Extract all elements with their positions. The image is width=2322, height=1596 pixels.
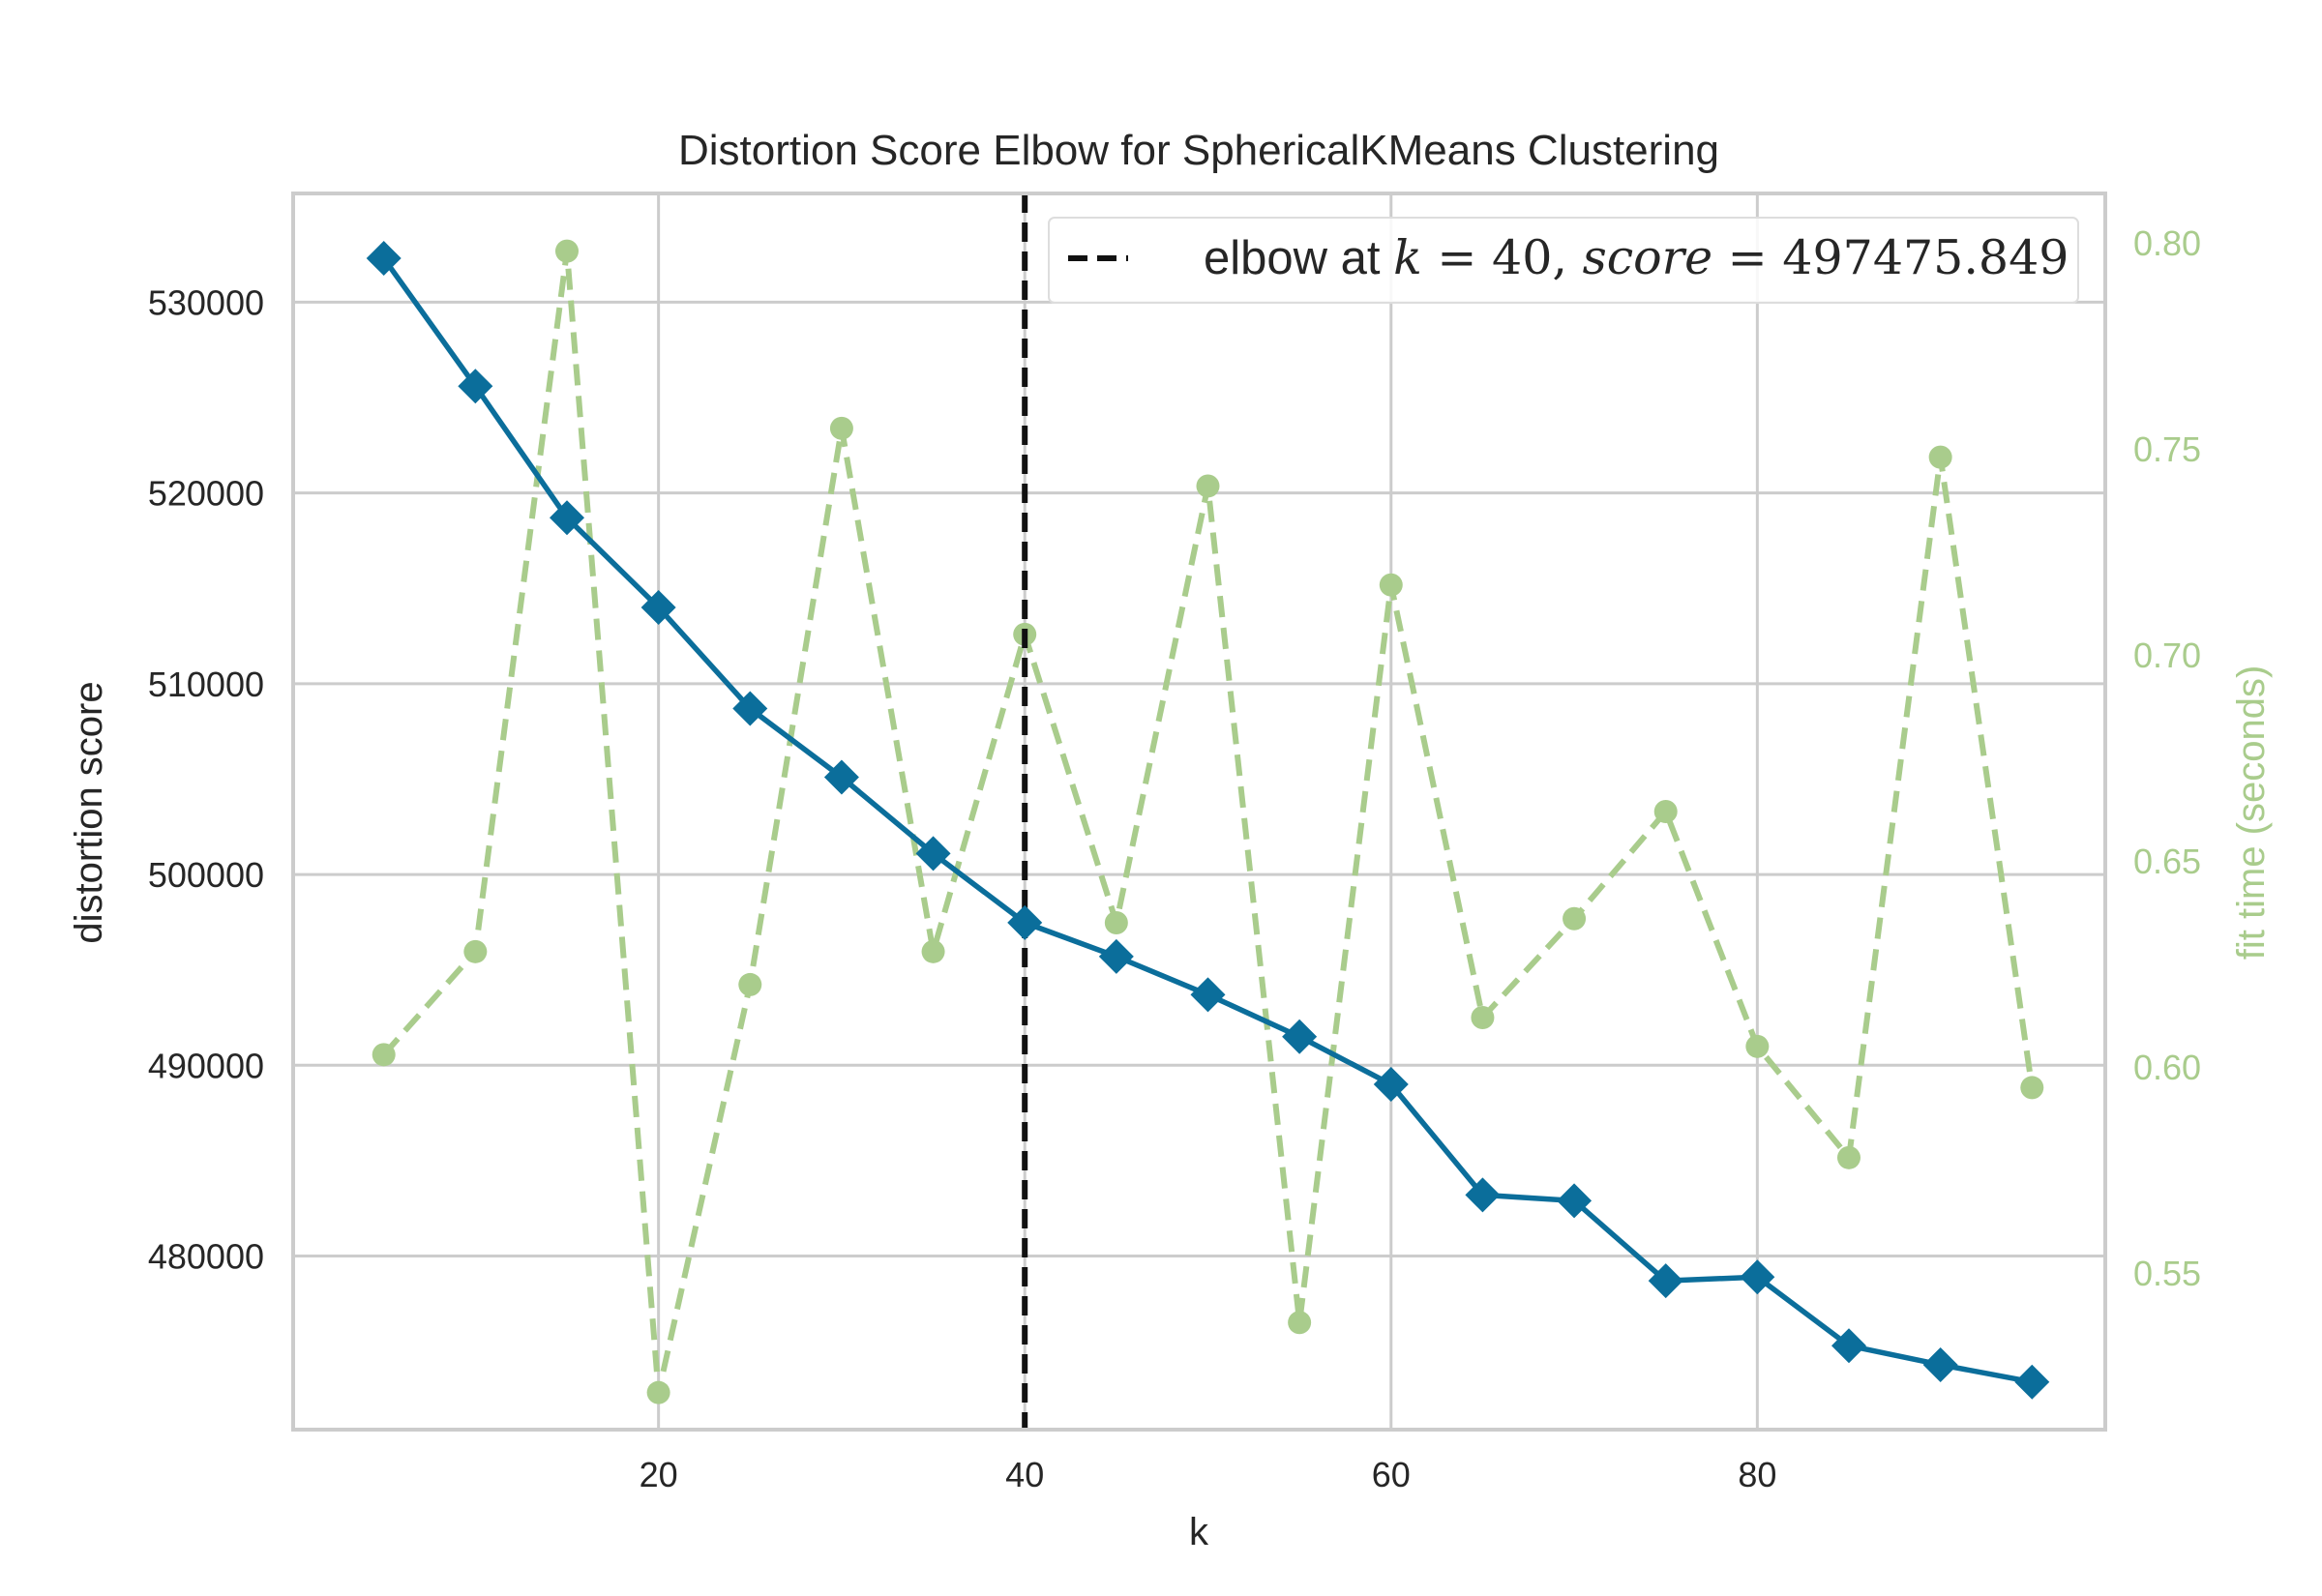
fit-time-point [2020,1076,2044,1100]
distortion-point [1098,938,1134,974]
distortion-point [1282,1019,1318,1054]
y2-tick-label: 0.80 [2133,223,2201,263]
y2-tick-label: 0.60 [2133,1048,2201,1087]
fit-time-point [738,972,762,996]
y-tick-label: 500000 [148,855,264,895]
y2-tick-label: 0.65 [2133,842,2201,881]
y-tick-label: 480000 [148,1237,264,1277]
distortion-point [1831,1328,1866,1364]
distortion-point [1922,1346,1958,1382]
fit-time-point [1563,906,1587,931]
fit-time-point [463,939,488,963]
distortion-point [1465,1177,1501,1213]
fit-time-point [1288,1311,1312,1335]
fit-time-point [554,239,579,263]
fit-time-line [381,248,2036,1396]
distortion-point [1373,1067,1409,1103]
legend-elbow-label: elbow at k = 40, score = 497475.849 [1204,230,2069,285]
distortion-line [381,256,2033,1385]
distortion-point [640,589,676,625]
fit-time-point [1928,445,1952,469]
distortion-point [1007,904,1043,940]
tick-labels: 20 40 60 80 480000 490000 500000 510000 520000 53… [148,223,2201,1494]
y2-tick-label: 0.55 [2133,1254,2201,1293]
fit-time-point [372,1043,396,1067]
y2-axis-label: fit time (seconds) [2230,665,2273,961]
fit-time-point [829,416,853,440]
fit-time-point [1379,573,1403,597]
fit-time-point [1836,1145,1861,1169]
x-axis-label: k [1189,1511,1209,1553]
x-tick-label: 20 [640,1455,678,1494]
distortion-point [366,241,402,277]
y-tick-label: 510000 [148,665,264,704]
distortion-point [1648,1263,1683,1299]
grid-lines [293,193,2105,1430]
distortion-point [1190,977,1226,1013]
distortion-point [458,369,493,404]
y2-tick-label: 0.70 [2133,635,2201,675]
distortion-point [549,500,584,536]
y2-tick-label: 0.75 [2133,429,2201,469]
distortion-point [1740,1259,1775,1295]
chart-title: Distortion Score Elbow for SphericalKMea… [678,127,1719,174]
distortion-point [1557,1183,1593,1219]
fit-time-point [1471,1006,1495,1029]
x-tick-label: 80 [1738,1455,1776,1494]
distortion-point [823,759,859,795]
y-tick-label: 490000 [148,1046,264,1085]
fit-time-point [1653,800,1678,823]
x-tick-label: 60 [1372,1455,1411,1494]
y-tick-label: 530000 [148,282,264,322]
distortion-point [915,836,951,872]
fit-time-point [921,939,945,963]
plot-frame [291,192,2107,1432]
legend: elbow at k = 40, score = 497475.849 [1048,217,2079,304]
fit-time-point [646,1380,670,1404]
fit-time-point [1745,1034,1770,1058]
series-layer [366,193,2050,1430]
legend-box [1048,217,2079,304]
x-tick-label: 40 [1005,1455,1044,1494]
fit-time-point [1104,911,1128,935]
y-tick-label: 520000 [148,474,264,514]
fit-time-point [1196,474,1220,498]
distortion-point [2014,1364,2050,1400]
distortion-point [732,691,768,726]
y-axis-label: distortion score [68,681,110,943]
